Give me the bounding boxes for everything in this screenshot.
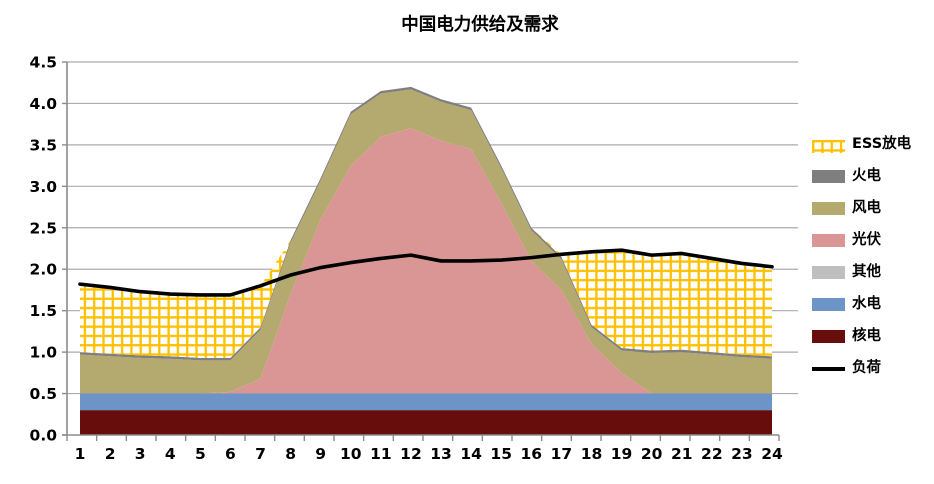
x-tick-label: 10 bbox=[340, 445, 362, 463]
y-tick-label: 3.5 bbox=[30, 136, 57, 154]
legend-item-0: ESS放电 bbox=[812, 136, 912, 153]
legend-item-1: 火电 bbox=[812, 168, 911, 184]
legend-swatch bbox=[812, 298, 845, 311]
x-tick-label: 24 bbox=[761, 445, 783, 463]
x-tick-label: 3 bbox=[135, 445, 146, 463]
stacked-areas bbox=[80, 86, 772, 435]
x-tick-label: 8 bbox=[285, 445, 296, 463]
x-tick-label: 21 bbox=[671, 445, 693, 463]
legend-item-6: 核电 bbox=[812, 328, 911, 344]
x-tick-label: 17 bbox=[551, 445, 573, 463]
y-tick-label: 0.5 bbox=[30, 385, 57, 403]
legend-swatch-line bbox=[812, 366, 845, 371]
x-tick-label: 11 bbox=[370, 445, 392, 463]
y-tick-label: 0.0 bbox=[30, 427, 58, 445]
x-tick-label: 20 bbox=[641, 445, 663, 463]
x-tick-label: 5 bbox=[195, 445, 206, 463]
x-tick-label: 14 bbox=[460, 445, 482, 463]
axes bbox=[62, 61, 780, 441]
legend-label: 其他 bbox=[852, 264, 881, 280]
legend-label: 核电 bbox=[852, 328, 881, 344]
x-tick-label: 22 bbox=[701, 445, 723, 463]
x-tick-label: 13 bbox=[430, 445, 452, 463]
x-tick-label: 16 bbox=[521, 445, 543, 463]
y-tick-label: 2.0 bbox=[30, 261, 58, 279]
legend-swatch bbox=[812, 234, 845, 247]
load-line bbox=[78, 248, 774, 297]
legend-label: 负荷 bbox=[852, 360, 881, 376]
legend-swatch-pattern bbox=[812, 138, 845, 153]
area-series-ESS放电 bbox=[80, 86, 772, 358]
x-tick-label: 6 bbox=[225, 445, 236, 463]
axis-labels: 0.00.51.01.52.02.53.03.54.04.51 2 3 4 5 6 7 8 9 1… bbox=[30, 54, 783, 464]
legend-label: 水电 bbox=[852, 296, 881, 312]
x-tick-label: 12 bbox=[400, 445, 422, 463]
legend-label: 风电 bbox=[852, 200, 881, 216]
area-series-水电 bbox=[80, 393, 772, 411]
legend-label: 光伏 bbox=[852, 232, 881, 248]
x-tick-label: 15 bbox=[490, 445, 512, 463]
y-tick-label: 1.5 bbox=[30, 302, 57, 320]
chart-legend: ESS放电火电风电光伏其他水电核电负荷 bbox=[812, 136, 912, 394]
legend-item-2: 风电 bbox=[812, 200, 911, 216]
area-series-核电 bbox=[80, 410, 772, 435]
legend-label: 火电 bbox=[852, 168, 881, 184]
x-tick-label: 23 bbox=[731, 445, 753, 463]
legend-item-3: 光伏 bbox=[812, 232, 911, 248]
y-tick-label: 3.0 bbox=[30, 178, 58, 196]
x-tick-label: 18 bbox=[581, 445, 603, 463]
legend-label: ESS放电 bbox=[852, 136, 912, 152]
legend-swatch bbox=[812, 202, 845, 215]
y-tick-label: 1.0 bbox=[30, 344, 58, 362]
area-series-光伏 bbox=[80, 128, 772, 394]
legend-swatch bbox=[812, 170, 845, 183]
legend-item-4: 其他 bbox=[812, 264, 911, 280]
legend-item-7: 负荷 bbox=[812, 360, 911, 376]
legend-item-5: 水电 bbox=[812, 296, 911, 312]
x-tick-label: 2 bbox=[105, 445, 116, 463]
y-tick-label: 4.5 bbox=[30, 54, 57, 72]
x-tick-label: 4 bbox=[165, 445, 176, 463]
line-series-负荷 bbox=[78, 248, 774, 297]
y-tick-label: 2.5 bbox=[30, 219, 57, 237]
x-tick-label: 7 bbox=[255, 445, 266, 463]
legend-swatch bbox=[812, 330, 845, 343]
x-tick-label: 9 bbox=[315, 445, 326, 463]
area-series-风电 bbox=[80, 89, 772, 394]
chart-title: 中国电力供给及需求 bbox=[401, 14, 559, 35]
y-tick-label: 4.0 bbox=[30, 95, 58, 113]
x-tick-label: 19 bbox=[611, 445, 633, 463]
legend-swatch bbox=[812, 266, 845, 279]
x-tick-label: 1 bbox=[75, 445, 86, 463]
